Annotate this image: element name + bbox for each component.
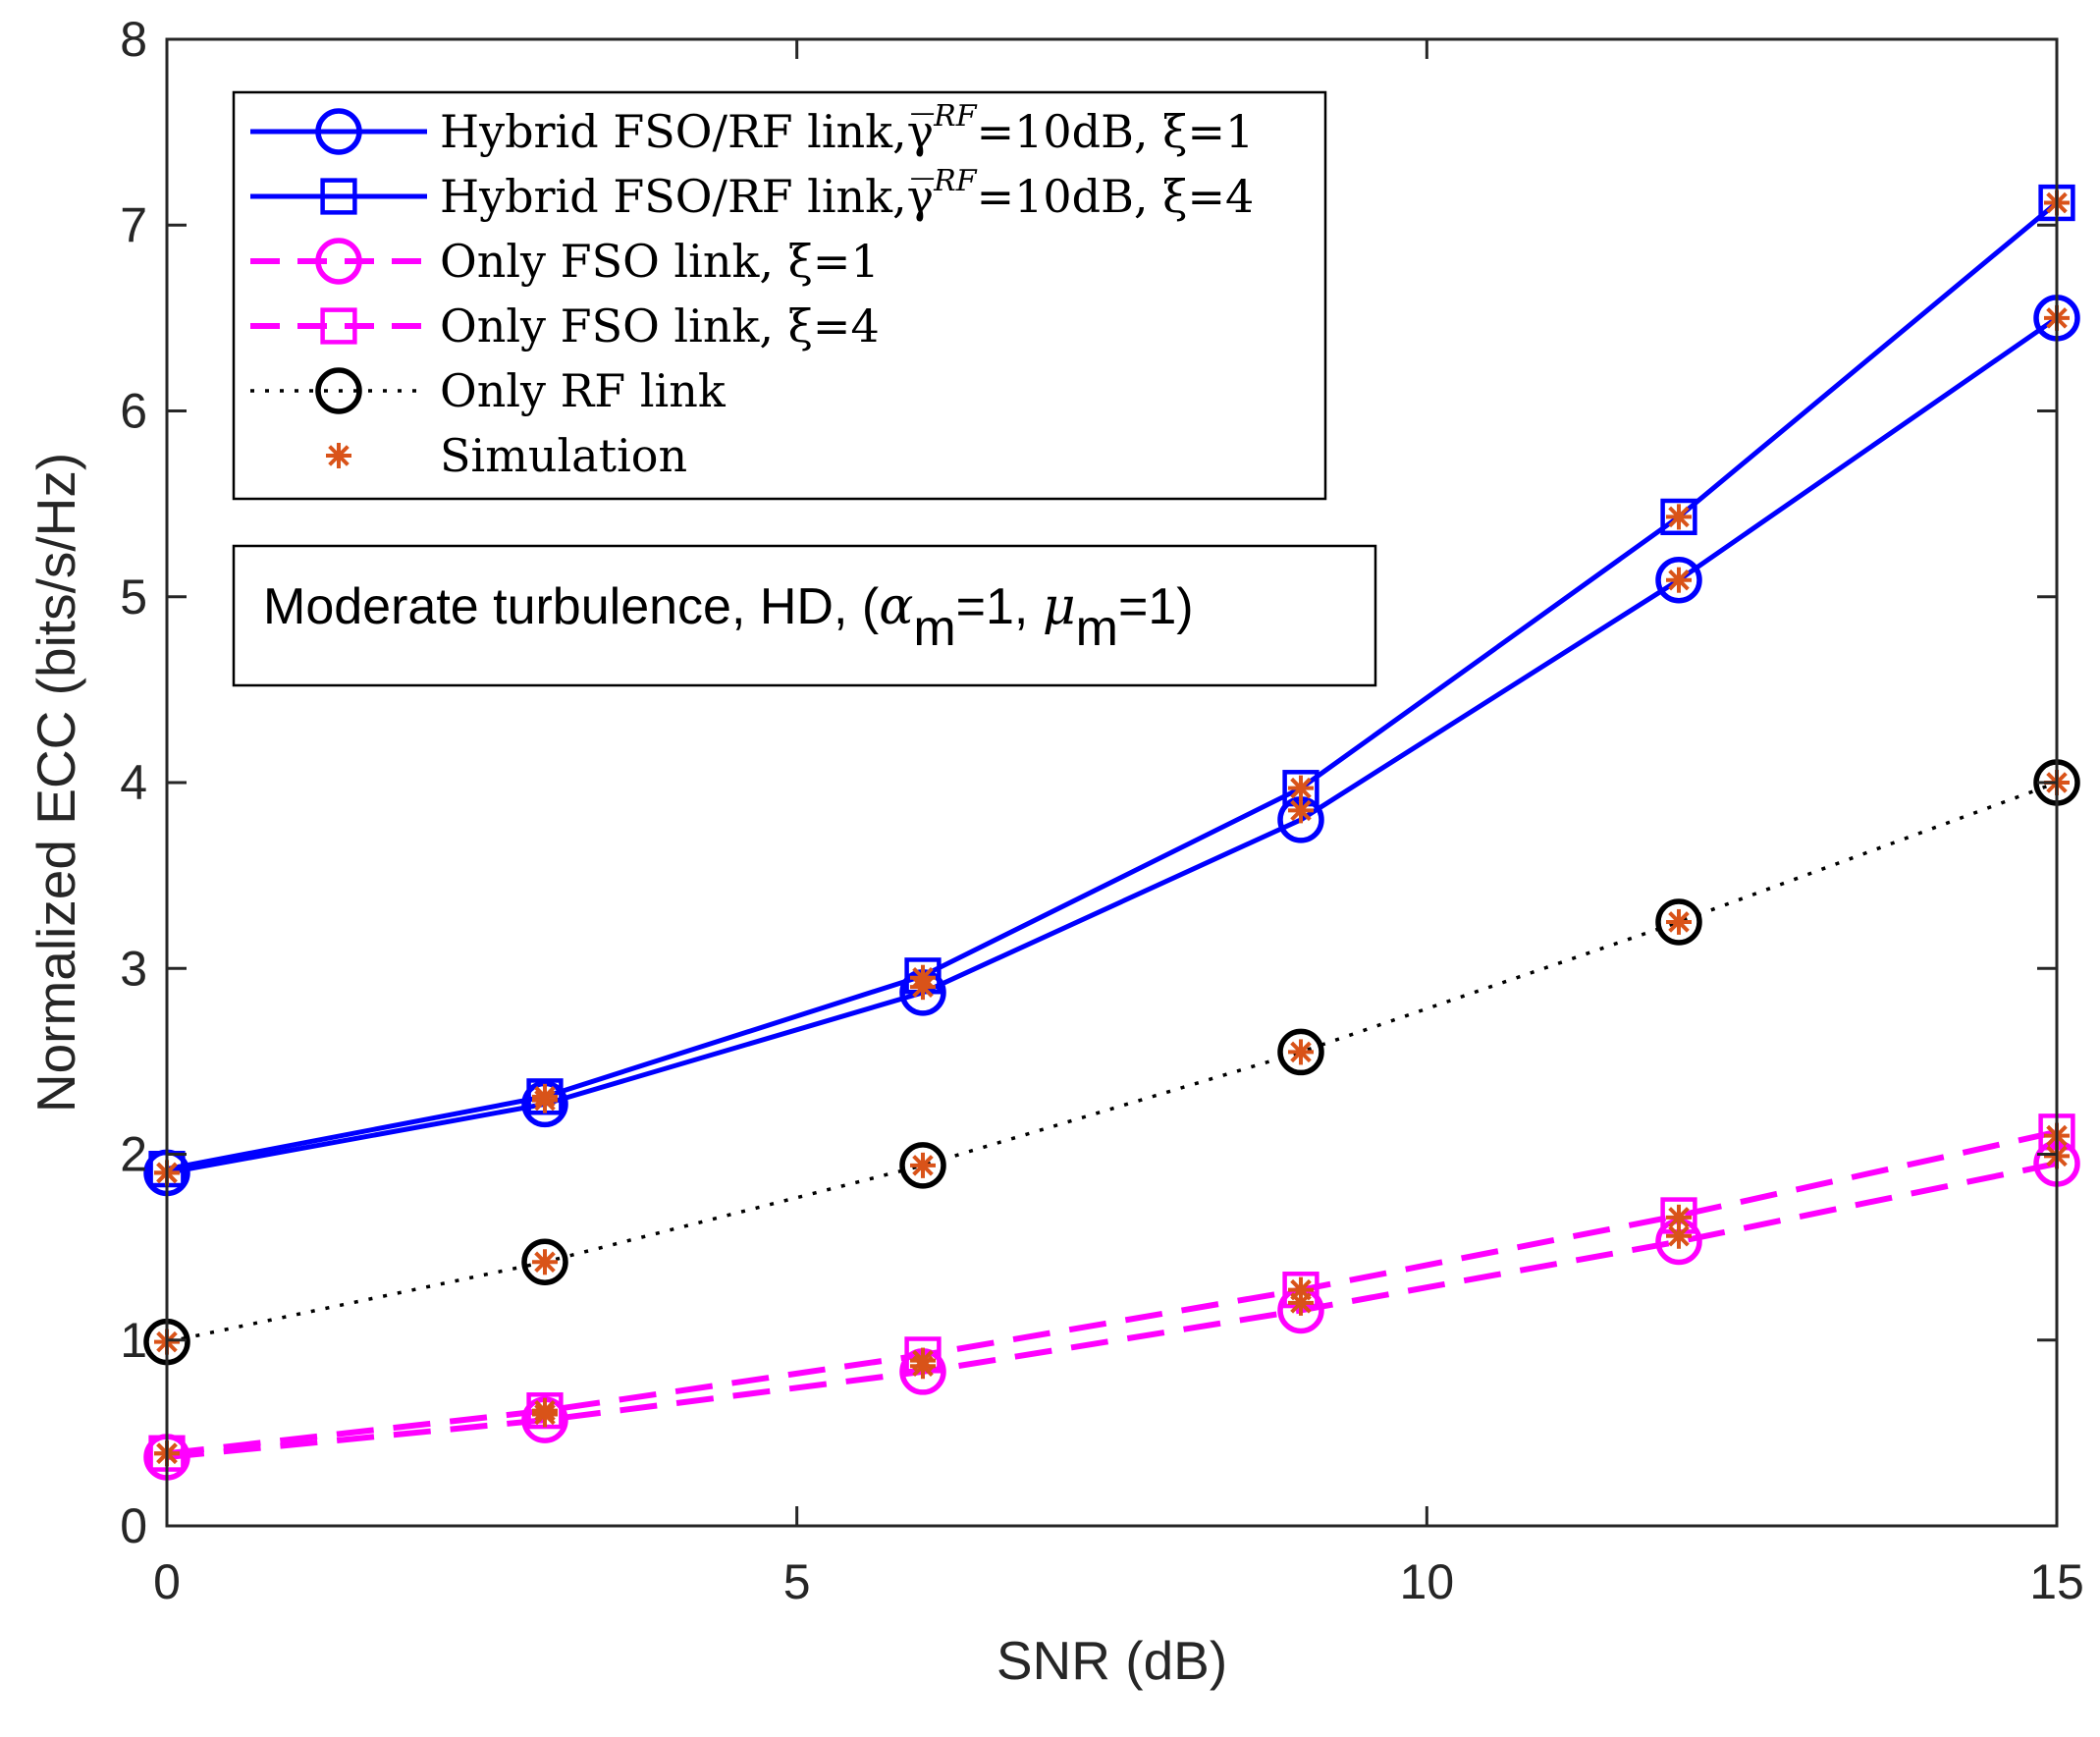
legend-label-suffix: =10dB, ξ=4 (977, 170, 1255, 223)
legend-label: Hybrid FSO/RF link,γ̅RF=10dB, ξ=4 (440, 164, 1254, 223)
simulation-point-1-1 (532, 1083, 558, 1110)
x-tick-label: 10 (1400, 1554, 1455, 1609)
legend-label: Only FSO link, ξ=1 (440, 235, 880, 288)
y-tick-label: 1 (120, 1313, 147, 1368)
legend-label: Hybrid FSO/RF link,γ̅RF=10dB, ξ=1 (440, 99, 1254, 158)
legend-entry: Hybrid FSO/RF link,γ̅RF=10dB, ξ=1 (250, 99, 1254, 158)
series-line-1 (166, 200, 2059, 1172)
annotation-mu: μ (1043, 577, 1076, 636)
annotation-sub1: m (913, 600, 955, 657)
annotation-frame (232, 544, 1377, 687)
series-line-2 (166, 1161, 2058, 1460)
y-tick-label: 3 (120, 941, 147, 996)
series-4-point-4 (1655, 898, 1702, 946)
legend-label-main: Only FSO link, ξ=4 (440, 299, 880, 353)
x-tick-label: 5 (783, 1554, 811, 1609)
series-1-point-4 (1660, 498, 1697, 536)
legend-marker-2 (315, 238, 362, 285)
y-tick-label: 7 (120, 197, 147, 252)
legend-entry: Only FSO link, ξ=1 (250, 235, 880, 288)
series-4-point-1 (521, 1238, 568, 1286)
legend: Hybrid FSO/RF link,γ̅RF=10dB, ξ=1Hybrid … (232, 90, 1327, 501)
y-tick-label: 8 (120, 12, 147, 67)
simulation-point-0-3 (1288, 797, 1314, 824)
legend-marker-simulation (326, 443, 351, 468)
legend-label-main: Hybrid FSO/RF link,γ̅ (440, 170, 934, 223)
series-line-0 (166, 315, 2059, 1175)
simulation-point-4-1 (532, 1249, 558, 1276)
x-tick-label: 15 (2029, 1554, 2084, 1609)
y-tick-label: 2 (120, 1127, 147, 1182)
annotation-suffix: =1) (1118, 578, 1194, 635)
legend-marker-4 (315, 367, 362, 414)
annotation-box: Moderate turbulence, HD, (αm=1, μm=1) (232, 544, 1377, 687)
simulation-point-3-3 (1288, 1276, 1314, 1303)
legend-label-sup: RF (933, 164, 978, 198)
legend-marker-3 (320, 307, 357, 345)
y-tick-label: 5 (120, 570, 147, 624)
simulation-point-1-4 (1666, 504, 1692, 530)
y-tick-label: 6 (120, 384, 147, 439)
annotation-prefix: Moderate turbulence, HD, ( (263, 578, 880, 635)
series-4-point-2 (899, 1142, 946, 1189)
x-tick-label: 0 (153, 1554, 181, 1609)
simulation-point-4-4 (1666, 908, 1692, 935)
legend-entry: Only FSO link, ξ=4 (250, 299, 880, 353)
simulation-point-4-3 (1288, 1039, 1314, 1065)
legend-box (232, 90, 1327, 501)
y-tick-label: 0 (120, 1498, 147, 1553)
legend-label: Only RF link (440, 364, 727, 417)
annotation-sub2: m (1076, 600, 1118, 657)
y-tick-label: 4 (120, 755, 147, 810)
legend-marker-1 (320, 178, 357, 215)
simulation-point-1-3 (1288, 775, 1314, 801)
simulation-point-0-4 (1666, 567, 1692, 593)
simulation-point-3-4 (1666, 1204, 1692, 1230)
annotation-text: Moderate turbulence, HD, (αm=1, μm=1) (263, 577, 1194, 657)
simulation-point-1-2 (910, 964, 936, 991)
y-axis-title: Normalized ECC (bits/s/Hz) (26, 453, 86, 1113)
simulation-point-3-1 (532, 1397, 558, 1424)
series-4-point-3 (1277, 1028, 1324, 1076)
legend-label-suffix: =10dB, ξ=1 (977, 105, 1255, 158)
legend-entry: Only RF link (250, 364, 727, 417)
series-0-point-4 (1655, 556, 1702, 604)
simulation-point-3-2 (910, 1347, 936, 1374)
legend-label-main: Only FSO link, ξ=1 (440, 235, 880, 288)
legend-label-main: Hybrid FSO/RF link,γ̅ (440, 105, 934, 158)
legend-entry: Simulation (326, 429, 687, 482)
legend-marker-0 (315, 108, 362, 155)
legend-label-sup: RF (933, 99, 978, 134)
legend-label: Only FSO link, ξ=4 (440, 299, 880, 353)
series-0-point-1 (521, 1080, 568, 1128)
series-line-3 (166, 1128, 2058, 1457)
axes: 0 5 10 15 0 1 2 3 4 5 6 7 8 SNR (dB) Normalized ECC (b… (26, 12, 2084, 1691)
simulation-point-4-2 (910, 1152, 936, 1178)
legend-entry: Hybrid FSO/RF link,γ̅RF=10dB, ξ=4 (250, 164, 1254, 223)
annotation-mid: =1, (956, 578, 1043, 635)
legend-label-main: Only RF link (440, 364, 727, 417)
x-axis-title: SNR (dB) (996, 1630, 1227, 1691)
series-line-4 (166, 781, 2058, 1344)
annotation-alpha: α (879, 577, 913, 636)
legend-label: Simulation (440, 429, 687, 482)
